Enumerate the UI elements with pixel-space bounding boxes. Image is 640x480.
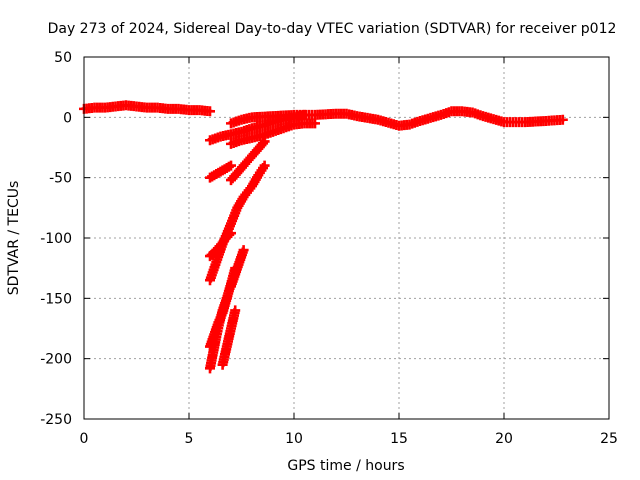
x-tick-label: 10 xyxy=(285,431,303,447)
data-point xyxy=(230,305,241,316)
y-tick-label: -250 xyxy=(40,412,72,428)
series-arc-d xyxy=(226,136,270,186)
data-point xyxy=(226,160,236,171)
y-tick-label: -50 xyxy=(49,171,72,187)
y-tick-label: -100 xyxy=(40,231,72,247)
series-arc-f xyxy=(205,228,236,262)
data-point xyxy=(299,109,310,120)
x-tick-label: 15 xyxy=(390,431,408,447)
x-tick-label: 5 xyxy=(185,431,194,447)
data-point xyxy=(221,293,232,304)
x-tick-label: 0 xyxy=(80,431,89,447)
data-point xyxy=(557,114,568,125)
chart-title: Day 273 of 2024, Sidereal Day-to-day VTE… xyxy=(48,21,617,37)
series-arc-i xyxy=(217,305,241,370)
series-arc-main-1 xyxy=(79,100,215,117)
y-axis-label: SDTVAR / TECUs xyxy=(6,181,22,296)
data-point xyxy=(226,228,236,239)
y-tick-label: -150 xyxy=(40,291,72,307)
y-tick-label: 0 xyxy=(63,110,72,126)
series-arc-h xyxy=(205,293,232,352)
y-tick-label: 50 xyxy=(54,50,72,66)
series-arc-c xyxy=(205,160,236,183)
x-tick-label: 20 xyxy=(495,431,513,447)
data-point xyxy=(310,118,320,129)
data-point xyxy=(224,229,235,240)
x-axis-label: GPS time / hours xyxy=(287,458,404,474)
data-point xyxy=(259,160,270,171)
data-point xyxy=(205,106,215,117)
series-arc-b xyxy=(226,118,320,149)
y-tick-label: -200 xyxy=(40,352,72,368)
data-point xyxy=(259,136,270,147)
axes: 0 5 10 15 20 25 50 0 -50 -100 -150 -200 -250 xyxy=(40,50,618,447)
x-tick-label: 25 xyxy=(600,431,618,447)
data-layer xyxy=(79,100,568,374)
series-arc-j xyxy=(226,245,249,292)
data-point xyxy=(238,245,249,256)
data-point xyxy=(258,138,269,149)
